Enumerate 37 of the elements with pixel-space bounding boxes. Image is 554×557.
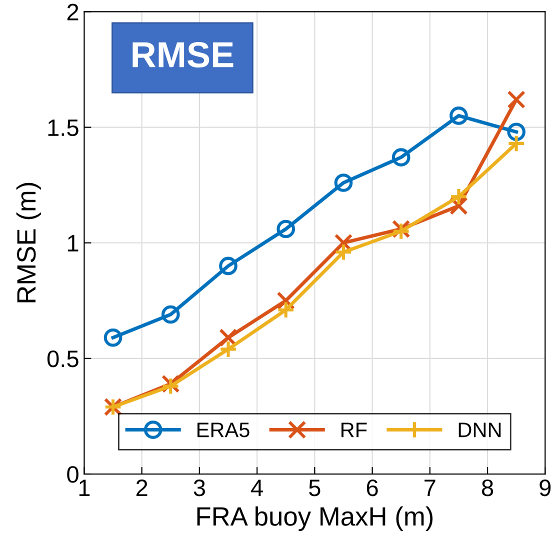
point [104,328,122,347]
x-tick-label: 5 [309,480,320,496]
x-tick-label: 9 [540,479,551,496]
x-tick-label: 7 [424,480,436,496]
legend-label: RF [342,422,367,438]
point [219,328,238,347]
point [276,220,296,238]
point [392,148,410,166]
point [219,256,238,276]
y-tick-label: 1.5 [48,120,78,136]
x-tick-label: 3 [194,479,205,496]
annotation: RMSE [132,42,234,68]
point [334,174,353,192]
point [334,242,353,262]
point [507,122,526,142]
point [276,300,296,320]
point [276,291,296,310]
point [507,134,526,153]
y-axis-title: RMSE (m) [16,182,41,302]
point [450,187,468,206]
x-axis-title: FRA buoy MaxH (m) [197,506,433,532]
y-tick-label: 2 [67,4,78,20]
point [161,305,180,324]
x-tick-label: 4 [251,480,263,496]
y-tick-label: 1 [68,235,78,252]
point [334,234,353,252]
x-tick-label: 6 [366,479,378,496]
x-tick-label: 1 [79,480,90,496]
legend-label: ERA5 [198,422,250,438]
point [507,90,526,109]
point [450,106,468,125]
legend-label: DNN [458,422,501,438]
x-tick-label: 2 [136,479,148,496]
y-tick-label: 0 [67,466,78,483]
y-tick-label: 0.5 [47,350,78,368]
x-tick-label: 8 [482,479,494,496]
point [219,340,238,358]
